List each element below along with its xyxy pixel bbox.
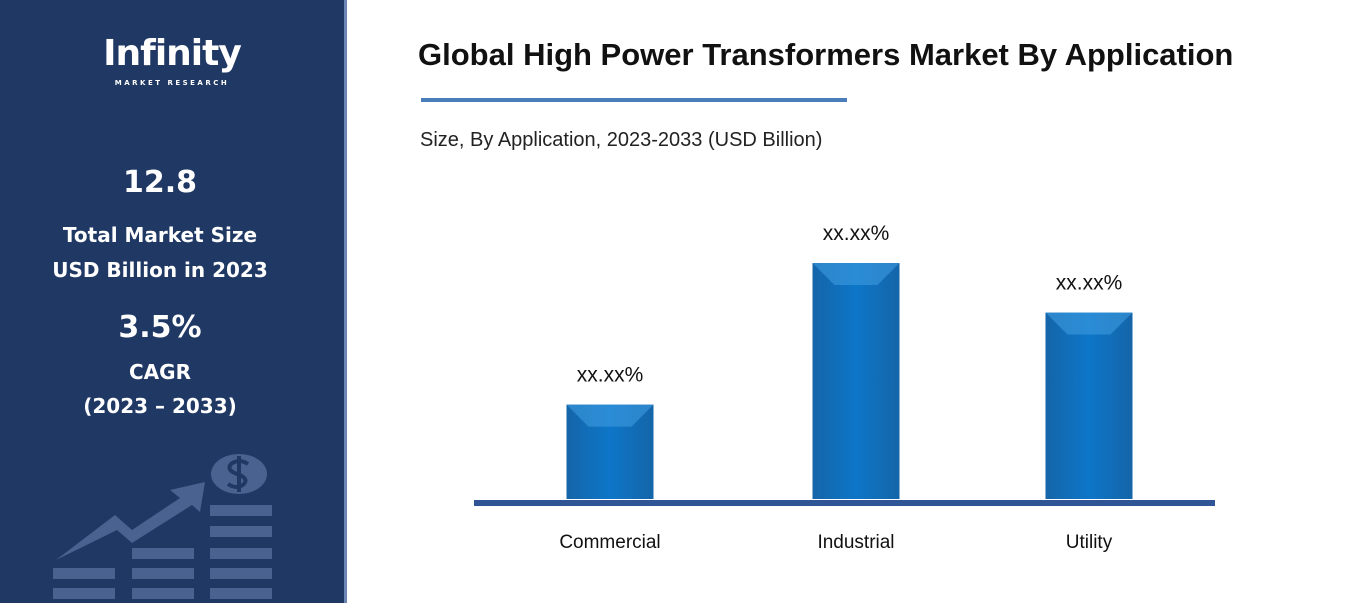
- cagr-period: (2023 – 2033): [83, 394, 237, 418]
- chart-subtitle: Size, By Application, 2023-2033 (USD Bil…: [420, 129, 823, 151]
- cagr-value: 3.5%: [118, 310, 202, 345]
- data-label: xx.xx%: [1056, 272, 1123, 295]
- logo-subtext: MARKET RESEARCH: [114, 79, 230, 87]
- logo-text: Infinity: [103, 33, 242, 74]
- cagr-label-text: CAGR: [129, 360, 191, 384]
- logo: Infinity MARKET RESEARCH: [0, 32, 344, 88]
- bar-bevel: [1045, 312, 1133, 335]
- x-axis: [474, 500, 1215, 506]
- bar-bevel: [812, 263, 900, 285]
- x-tick-label: Commercial: [559, 532, 660, 553]
- market-size-value: 12.8: [122, 165, 198, 200]
- chart-title: Global High Power Transformers Market By…: [418, 37, 1234, 72]
- market-size-label-line1: Total Market Size: [62, 223, 258, 247]
- growth-chart-dollar-icon: [53, 454, 272, 599]
- data-label: xx.xx%: [577, 364, 644, 387]
- data-label: xx.xx%: [823, 222, 890, 245]
- bar-utility: [1045, 312, 1133, 499]
- title-underline: [421, 98, 847, 102]
- cagr-label: CAGR (2023 – 2033): [0, 355, 320, 423]
- market-size-label: Total Market Size USD Billion in 2023: [0, 218, 320, 288]
- bar-industrial: [812, 263, 900, 499]
- x-tick-label: Utility: [1066, 532, 1113, 553]
- x-tick-label: Industrial: [817, 532, 894, 553]
- bar-bevel: [566, 404, 654, 427]
- sidebar: Infinity MARKET RESEARCH 12.8 Total Mark…: [0, 0, 347, 603]
- market-size-label-line2: USD Billion in 2023: [52, 258, 268, 282]
